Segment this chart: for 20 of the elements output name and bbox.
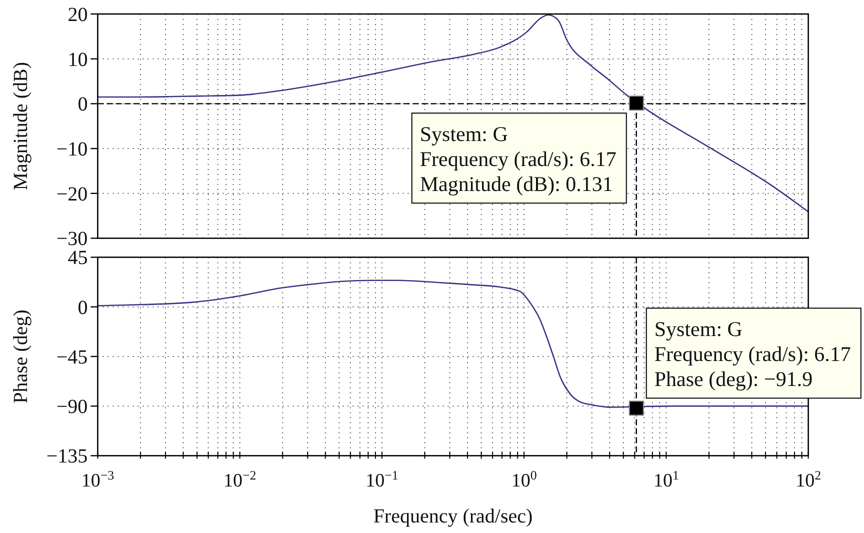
y-tick-label: −135	[46, 446, 88, 468]
x-axis-title: Frequency (rad/sec)	[373, 506, 533, 528]
y-tick-label: −20	[56, 183, 88, 206]
annotation: System: G Frequency (rad/s): 6.17 Magnitude (dB): 0.131	[420, 122, 616, 196]
x-tick-label: 10$^{−3}$	[81, 467, 114, 492]
x-tick-label: 10$^{−1}$	[366, 467, 398, 492]
x-tick-label: 10$^{2}$	[796, 467, 822, 492]
x-tick-label: 10$^{1}$	[653, 467, 679, 492]
y-tick-label: 0	[78, 94, 88, 116]
y-axis-title: Magnitude (dB)	[10, 62, 32, 190]
y-axis-title: Phase (deg)	[10, 310, 32, 404]
x-tick-label: 10$^{0}$	[511, 467, 537, 492]
y-tick-label: 10	[68, 48, 88, 71]
annotation: System: G Frequency (rad/s): 6.17 Phase (deg): −91.9	[654, 317, 851, 392]
y-tick-label: −10	[56, 138, 88, 161]
y-tick-label: −45	[56, 346, 88, 368]
x-tick-label: 10$^{−2}$	[223, 467, 256, 492]
y-tick-label: −90	[56, 396, 88, 418]
y-tick-label: 0	[78, 296, 88, 319]
y-tick-label: 20	[68, 4, 88, 26]
